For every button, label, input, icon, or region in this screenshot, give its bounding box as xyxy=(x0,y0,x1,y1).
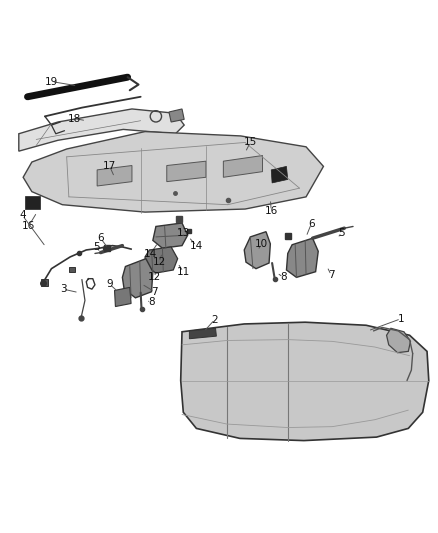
Polygon shape xyxy=(122,259,153,298)
Polygon shape xyxy=(167,161,206,182)
Text: 10: 10 xyxy=(255,239,268,249)
Polygon shape xyxy=(42,279,48,286)
Text: 7: 7 xyxy=(328,270,335,280)
Text: 5: 5 xyxy=(93,242,99,252)
Polygon shape xyxy=(145,247,178,273)
Polygon shape xyxy=(223,156,262,177)
Text: 8: 8 xyxy=(280,272,287,282)
Text: 3: 3 xyxy=(60,284,67,294)
Polygon shape xyxy=(97,166,132,186)
Text: 14: 14 xyxy=(190,240,203,251)
Text: 12: 12 xyxy=(148,272,161,282)
Polygon shape xyxy=(181,322,429,441)
Text: 8: 8 xyxy=(148,297,155,307)
Text: 15: 15 xyxy=(244,138,257,148)
Polygon shape xyxy=(19,109,184,151)
Polygon shape xyxy=(23,132,323,212)
Text: 11: 11 xyxy=(177,266,190,277)
Text: 19: 19 xyxy=(45,77,58,86)
Text: 7: 7 xyxy=(151,287,158,297)
Text: 6: 6 xyxy=(97,233,104,243)
Text: 9: 9 xyxy=(106,279,113,289)
Polygon shape xyxy=(25,196,40,209)
Polygon shape xyxy=(115,287,131,306)
Polygon shape xyxy=(153,223,187,248)
Text: 13: 13 xyxy=(177,228,190,238)
Text: 16: 16 xyxy=(22,221,35,231)
Text: 18: 18 xyxy=(68,114,81,124)
Text: 6: 6 xyxy=(308,219,314,229)
Text: 14: 14 xyxy=(144,249,157,260)
Text: 2: 2 xyxy=(212,314,218,325)
Text: 1: 1 xyxy=(398,314,404,324)
Text: 17: 17 xyxy=(102,160,116,171)
Polygon shape xyxy=(69,266,74,272)
Text: 12: 12 xyxy=(152,257,166,267)
Polygon shape xyxy=(189,328,216,339)
Polygon shape xyxy=(387,328,410,353)
Text: 4: 4 xyxy=(19,210,25,220)
Polygon shape xyxy=(286,238,318,277)
Polygon shape xyxy=(271,166,288,183)
Text: 16: 16 xyxy=(265,206,278,216)
Text: 5: 5 xyxy=(339,228,345,238)
Polygon shape xyxy=(169,109,184,122)
Polygon shape xyxy=(244,232,270,269)
